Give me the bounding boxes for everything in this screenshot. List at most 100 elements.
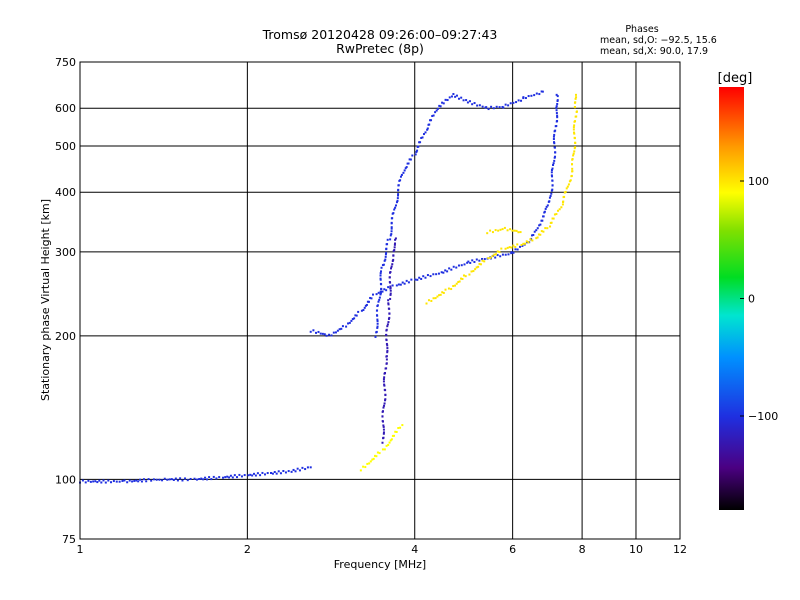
data-point <box>533 230 536 233</box>
data-point <box>569 179 572 182</box>
data-point <box>444 269 447 272</box>
data-point <box>384 398 387 401</box>
data-point <box>455 282 458 285</box>
data-point <box>376 325 379 328</box>
grid <box>80 62 680 539</box>
data-point <box>382 431 385 434</box>
data-point <box>168 478 171 481</box>
y-tick-label: 200 <box>55 330 76 343</box>
data-point <box>572 128 575 131</box>
data-point <box>441 101 444 104</box>
data-point <box>384 371 387 374</box>
data-point <box>380 287 383 290</box>
data-point <box>330 334 333 337</box>
data-point <box>572 131 575 134</box>
data-point <box>471 103 474 106</box>
data-point <box>466 261 469 264</box>
data-point <box>546 204 549 207</box>
data-point <box>304 468 307 471</box>
data-point <box>477 265 480 268</box>
data-point <box>147 478 150 481</box>
data-point <box>369 296 372 299</box>
data-point <box>503 226 506 229</box>
data-point <box>259 474 262 477</box>
data-point <box>378 298 381 301</box>
colorbar-tick-label: −100 <box>748 410 778 423</box>
data-point <box>552 163 555 166</box>
data-point <box>495 105 498 108</box>
data-point <box>394 206 397 209</box>
data-point <box>548 200 551 203</box>
data-point <box>444 98 447 101</box>
data-point <box>493 253 496 256</box>
data-point <box>306 466 309 469</box>
data-point <box>351 318 354 321</box>
data-point <box>379 290 382 293</box>
data-point <box>408 158 411 161</box>
data-point <box>386 323 389 326</box>
data-point <box>161 479 164 482</box>
y-axis-label: Stationary phase Virtual Height [km] <box>39 199 52 401</box>
data-point <box>421 136 424 139</box>
data-point <box>568 180 571 183</box>
data-point <box>135 479 138 482</box>
data-point <box>388 281 391 284</box>
data-point <box>388 316 391 319</box>
data-point <box>426 128 429 131</box>
data-point <box>448 267 451 270</box>
data-point <box>390 438 393 441</box>
data-point <box>210 478 213 481</box>
data-point <box>514 246 517 249</box>
x-axis-label: Frequency [MHz] <box>334 558 426 571</box>
data-point <box>384 258 387 261</box>
data-point <box>389 289 392 292</box>
data-point <box>507 253 510 256</box>
data-point <box>571 163 574 166</box>
data-point <box>376 451 379 454</box>
data-point <box>142 478 145 481</box>
data-point <box>403 282 406 285</box>
data-point <box>384 393 387 396</box>
data-point <box>131 480 134 483</box>
chart-title: Tromsø 20120428 09:26:00–09:27:43 <box>262 27 498 42</box>
data-point <box>553 142 556 145</box>
data-point <box>512 101 515 104</box>
data-point <box>530 234 533 237</box>
data-point <box>470 270 473 273</box>
data-point <box>478 262 481 265</box>
data-point <box>362 465 365 468</box>
data-point <box>450 95 453 98</box>
data-point <box>375 455 378 458</box>
data-point <box>379 293 382 296</box>
data-point <box>345 325 348 328</box>
data-point <box>98 479 101 482</box>
data-point <box>458 280 461 283</box>
colorbar-unit-label: [deg] <box>718 71 753 86</box>
data-point <box>572 126 575 129</box>
data-point <box>555 213 558 216</box>
data-point <box>567 183 570 186</box>
data-point <box>389 238 392 241</box>
data-point <box>573 132 576 135</box>
data-point <box>372 293 375 296</box>
data-point <box>551 175 554 178</box>
data-point <box>390 221 393 224</box>
data-point <box>487 257 490 260</box>
data-point <box>414 278 417 281</box>
data-point <box>140 480 143 483</box>
data-point <box>172 479 175 482</box>
data-point <box>387 286 390 289</box>
data-point <box>385 444 388 447</box>
data-point <box>387 303 390 306</box>
data-point <box>420 277 423 280</box>
data-point <box>441 291 444 294</box>
data-point <box>452 93 455 96</box>
data-point <box>382 380 385 383</box>
data-point <box>389 271 392 274</box>
data-point <box>376 320 379 323</box>
y-tick-label: 100 <box>55 473 76 486</box>
data-point <box>478 104 481 107</box>
data-point <box>442 291 445 294</box>
data-point <box>550 192 553 195</box>
data-point <box>347 322 350 325</box>
